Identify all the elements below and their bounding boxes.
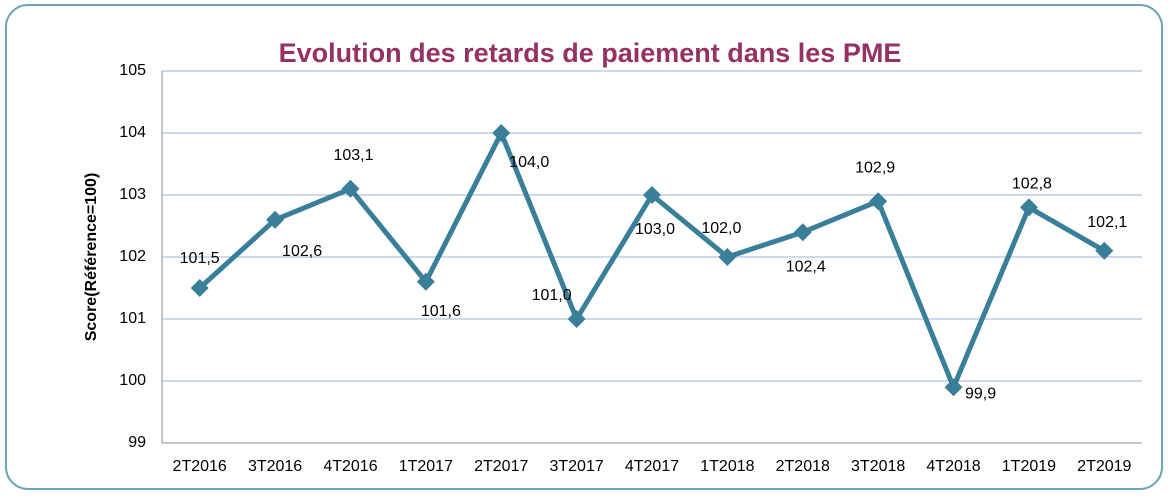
- x-tick-label: 3T2017: [549, 458, 603, 475]
- y-tick-label: 102: [119, 248, 146, 265]
- data-label: 103,0: [635, 221, 675, 238]
- data-label: 99,9: [965, 385, 996, 402]
- data-label: 102,9: [855, 159, 895, 176]
- y-tick-label: 104: [119, 124, 146, 141]
- data-label: 104,0: [509, 154, 549, 171]
- data-label: 102,8: [1012, 176, 1052, 193]
- y-tick-label: 100: [119, 372, 146, 389]
- x-tick-label: 3T2016: [248, 458, 302, 475]
- x-tick-label: 4T2018: [926, 458, 980, 475]
- marker: [492, 124, 511, 142]
- data-label: 102,4: [786, 258, 826, 275]
- x-tick-label: 1T2018: [700, 458, 754, 475]
- data-label: 101,6: [421, 303, 461, 320]
- marker: [718, 248, 737, 266]
- marker: [416, 272, 435, 291]
- data-label: 102,6: [282, 243, 322, 260]
- frame: [5, 4, 1163, 490]
- chart-title: Evolution des retards de paiement dans l…: [279, 38, 902, 68]
- marker: [793, 223, 812, 242]
- y-axis-label: Score(Référence=100): [83, 173, 100, 342]
- marker: [1019, 198, 1038, 217]
- marker: [1095, 241, 1114, 260]
- y-tick-label: 99: [128, 434, 146, 451]
- marker: [944, 378, 963, 397]
- marker: [643, 186, 661, 204]
- x-tick-label: 4T2016: [323, 458, 377, 475]
- x-tick-label: 2T2018: [776, 458, 830, 475]
- x-tick-label: 2T2019: [1077, 458, 1131, 475]
- x-tick-label: 1T2017: [399, 458, 453, 475]
- data-label: 101,0: [532, 287, 572, 304]
- marker: [190, 279, 209, 297]
- marker: [341, 179, 360, 198]
- data-label: 102,0: [701, 220, 741, 237]
- y-tick-label: 105: [119, 62, 146, 79]
- data-label: 101,5: [180, 250, 220, 267]
- data-label: 102,1: [1087, 214, 1127, 231]
- x-tick-label: 2T2017: [474, 458, 528, 475]
- marker: [266, 210, 285, 229]
- data-label: 103,1: [333, 147, 373, 164]
- x-tick-label: 2T2016: [173, 458, 227, 475]
- marker: [869, 192, 888, 211]
- y-tick-label: 101: [119, 310, 146, 327]
- x-tick-label: 3T2018: [851, 458, 905, 475]
- marker: [567, 310, 586, 328]
- x-tick-label: 4T2017: [625, 458, 679, 475]
- y-tick-label: 103: [119, 186, 146, 203]
- x-tick-label: 1T2019: [1002, 458, 1056, 475]
